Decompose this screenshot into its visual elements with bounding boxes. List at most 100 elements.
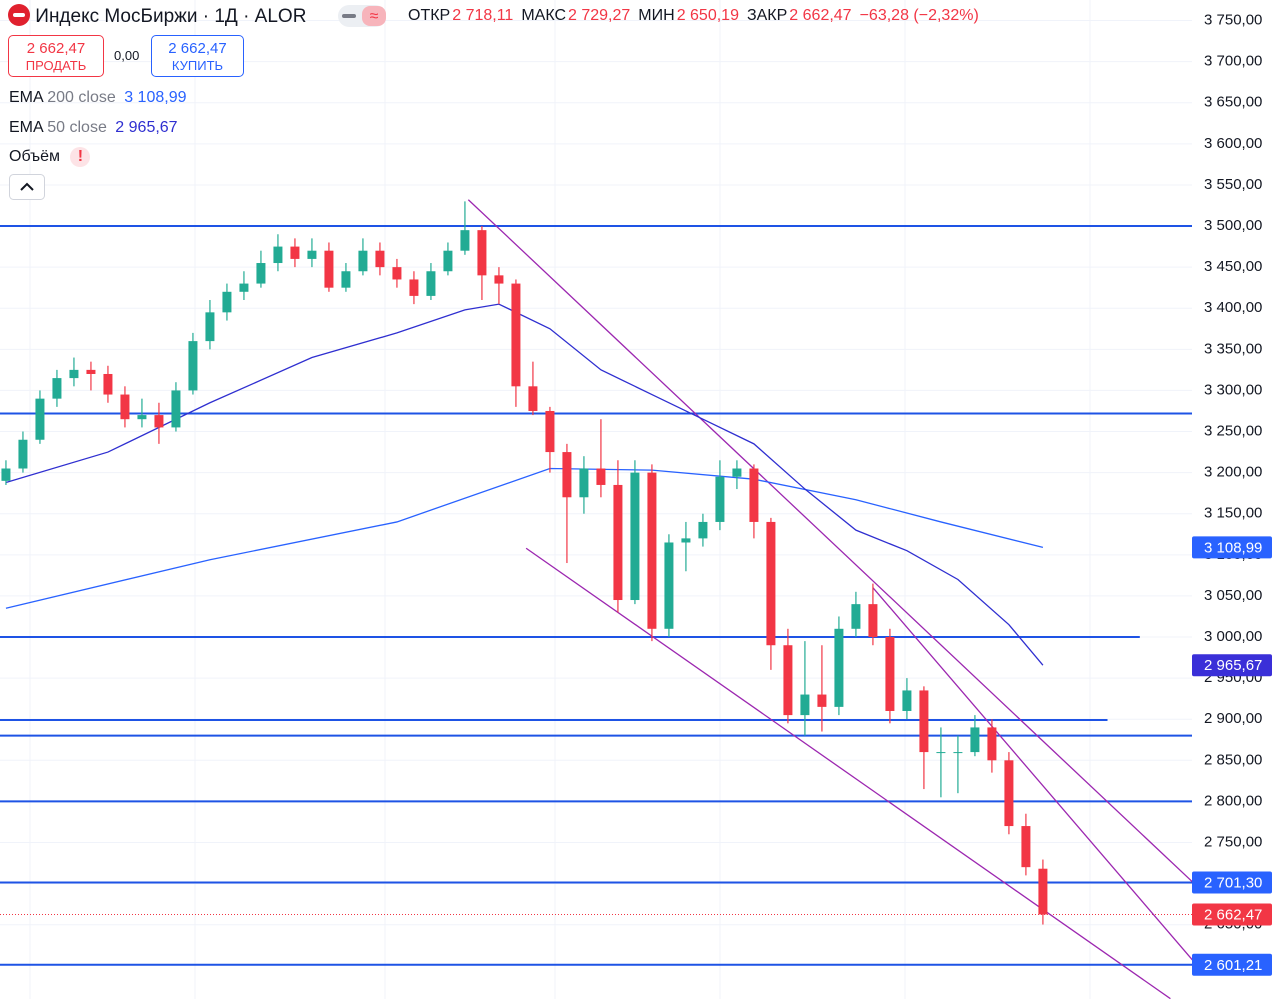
- candle-body: [851, 604, 861, 629]
- candle-body: [86, 369, 96, 374]
- candle-body: [426, 271, 436, 296]
- y-tick-label: 3 700,00: [1204, 53, 1262, 70]
- indicator-name: EMA: [9, 89, 43, 106]
- ohlc-label: ЗАКР: [746, 7, 788, 24]
- candle-body: [800, 694, 810, 716]
- candle-body: [120, 394, 130, 420]
- candle-body: [681, 538, 691, 543]
- ohlc-value: 2 718,11: [452, 7, 514, 24]
- buy-button[interactable]: 2 662,47 КУПИТЬ: [151, 35, 244, 77]
- change: −63,28 (−2,32%): [859, 7, 979, 24]
- ema-line: [5, 467, 1044, 609]
- indicator-name: EMA: [9, 119, 43, 136]
- ohlc-row: ОТКР 2 718,11 МАКС 2 729,27 МИН 2 650,19 ЗАКР 2…: [408, 6, 979, 26]
- toggle[interactable]: ≈: [338, 5, 388, 27]
- ohlc-value: 2 650,19: [676, 7, 739, 24]
- candle-body: [358, 250, 368, 272]
- buy-price: 2 662,47: [168, 40, 227, 57]
- y-tick-label: 3 050,00: [1204, 587, 1262, 604]
- candle-body: [1038, 868, 1048, 915]
- level-badge: [1192, 953, 1272, 976]
- candle-body: [919, 690, 929, 753]
- candle-body: [936, 752, 946, 754]
- candle-body: [341, 271, 351, 288]
- y-tick-label: 2 900,00: [1204, 710, 1262, 727]
- level-badge: [1192, 871, 1272, 894]
- price-axis: [1192, 0, 1280, 999]
- candle-body: [562, 452, 572, 498]
- y-tick-label: 2 800,00: [1204, 792, 1262, 809]
- candle-body: [239, 283, 249, 292]
- ema-badge: [1192, 654, 1272, 677]
- candle-body: [324, 250, 334, 288]
- ohlc-label: ОТКР: [408, 7, 451, 24]
- level-label: 2 701,30: [1204, 874, 1262, 891]
- y-tick-label: 3 600,00: [1204, 135, 1262, 152]
- chart-title: Индекс МосБиржи · 1Д · ALOR: [35, 6, 307, 27]
- indicator-value: 3 108,99: [124, 89, 187, 106]
- y-tick-label: 3 450,00: [1204, 258, 1262, 275]
- ohlc-label: МАКС: [521, 7, 567, 24]
- candle-body: [273, 246, 283, 264]
- last-price-badge: [1192, 903, 1272, 926]
- candle-body: [460, 230, 470, 251]
- ema-badge: [1192, 536, 1272, 559]
- candle-body: [52, 378, 62, 399]
- candle-body: [987, 727, 997, 761]
- level-label: 2 601,21: [1204, 957, 1262, 974]
- candle-body: [375, 250, 385, 268]
- candle-body: [511, 283, 521, 387]
- candle-body: [868, 604, 878, 638]
- candle-body: [766, 521, 776, 646]
- y-tick-label: 3 300,00: [1204, 381, 1262, 398]
- candle-body: [18, 439, 28, 469]
- candle-body: [817, 694, 827, 707]
- y-tick-label: 3 400,00: [1204, 299, 1262, 316]
- candle-body: [205, 312, 215, 342]
- candle-body: [222, 291, 232, 313]
- candle-body: [647, 472, 657, 629]
- indicator-value: 2 965,67: [115, 119, 178, 136]
- candle-body: [409, 279, 419, 296]
- title-row: Индекс МосБиржи · 1Д · ALOR: [8, 4, 306, 29]
- candle-body: [732, 468, 742, 477]
- candle-body: [290, 246, 300, 259]
- candle-body: [69, 369, 79, 379]
- candle-body: [477, 230, 487, 276]
- time-grid: [29, 0, 1091, 999]
- candle-body: [630, 472, 640, 601]
- candle-body: [834, 628, 844, 707]
- trend-line: [525, 547, 1171, 999]
- candle-body: [1, 468, 11, 481]
- ohlc-value: 2 729,27: [568, 7, 631, 24]
- indicator-warning: !: [70, 147, 91, 167]
- sell-button[interactable]: 2 662,47 ПРОДАТЬ: [8, 35, 104, 77]
- y-tick-label: 2 750,00: [1204, 833, 1262, 850]
- buy-label: КУПИТЬ: [171, 58, 224, 73]
- candle-body: [885, 637, 895, 711]
- candle-body: [596, 468, 606, 485]
- indicator-ema200[interactable]: EMA 200 close 3 108,99: [9, 88, 186, 108]
- candle-body: [443, 250, 453, 272]
- candle-body: [715, 476, 725, 522]
- ema-line: [5, 303, 1044, 666]
- indicator-name: Объём: [9, 148, 60, 165]
- candle-body: [698, 521, 708, 539]
- ohlc-label: МИН: [638, 7, 675, 24]
- y-tick-label: 3 000,00: [1204, 628, 1262, 645]
- indicator-volume[interactable]: Объём !: [9, 147, 91, 167]
- y-tick-label: 2 850,00: [1204, 751, 1262, 768]
- ema-label: 2 965,67: [1204, 657, 1262, 674]
- trend-line: [467, 199, 1193, 883]
- candle-body: [528, 386, 538, 411]
- candle-body: [664, 542, 674, 629]
- sell-price: 2 662,47: [26, 40, 86, 57]
- candle-body: [970, 727, 980, 753]
- candle-body: [749, 468, 759, 522]
- candle-body: [494, 275, 504, 284]
- candle-body: [137, 415, 147, 420]
- collapse-button[interactable]: [9, 174, 45, 200]
- indicator-ema50[interactable]: EMA 50 close 2 965,67: [9, 118, 178, 138]
- candle-body: [1021, 826, 1031, 868]
